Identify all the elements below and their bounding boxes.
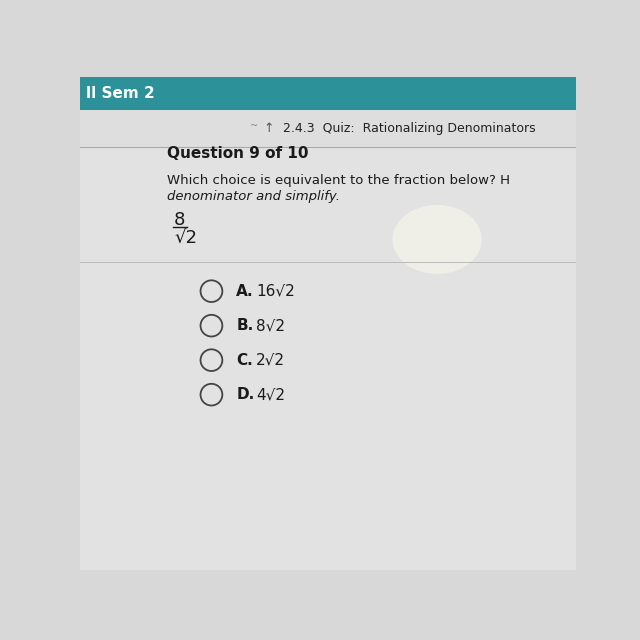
Text: B.: B. (236, 318, 253, 333)
Ellipse shape (392, 205, 482, 274)
Text: ↑: ↑ (263, 122, 274, 135)
Text: √2: √2 (174, 229, 197, 247)
Text: 8√2: 8√2 (256, 318, 285, 333)
Text: 2√2: 2√2 (256, 353, 285, 367)
Text: 8: 8 (174, 211, 186, 228)
FancyBboxPatch shape (80, 147, 576, 570)
FancyBboxPatch shape (80, 77, 576, 110)
Text: C.: C. (236, 353, 253, 367)
Text: ~: ~ (250, 122, 258, 131)
Text: 2.4.3  Quiz:  Rationalizing Denominators: 2.4.3 Quiz: Rationalizing Denominators (284, 122, 536, 135)
Text: 16√2: 16√2 (256, 284, 295, 299)
Text: denominator and simplify.: denominator and simplify. (167, 190, 340, 203)
Text: D.: D. (236, 387, 255, 402)
Text: A.: A. (236, 284, 254, 299)
Text: ll Sem 2: ll Sem 2 (86, 86, 155, 101)
FancyBboxPatch shape (80, 110, 576, 570)
Text: 4√2: 4√2 (256, 387, 285, 402)
Text: Question 9 of 10: Question 9 of 10 (167, 146, 308, 161)
FancyBboxPatch shape (80, 110, 576, 147)
Text: Which choice is equivalent to the fraction below? H: Which choice is equivalent to the fracti… (167, 174, 510, 187)
